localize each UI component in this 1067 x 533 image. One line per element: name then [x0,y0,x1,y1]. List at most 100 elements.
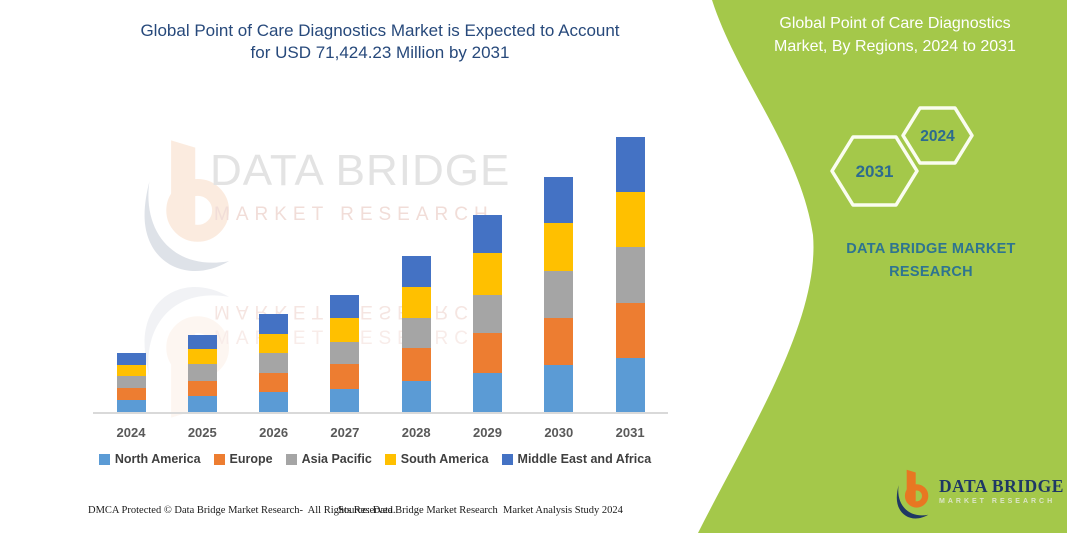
stacked-bar-2027 [330,295,360,412]
hexagon-2031-label: 2031 [856,162,894,181]
bar-segment-south-america [544,223,574,271]
dmca-notice: DMCA Protected © Data Bridge Market Rese… [88,505,396,516]
stacked-bar-2028 [401,256,431,412]
chart-title-line2: for USD 71,424.23 Million by 2031 [250,43,510,62]
bar-segment-south-america [473,253,502,295]
bar-segment-asia-pacific [330,342,360,364]
side-panel-title-line1: Global Point of Care Diagnostics [779,15,1011,32]
watermark-brand-text: DATA BRIDGE [210,146,511,195]
watermark-sub-text: MARKET RESEARCH [214,204,494,225]
bar-segment-middle-east-and-africa [330,295,360,318]
x-axis-label-2026: 2026 [259,425,289,440]
bar-segment-south-america [401,287,431,318]
bar-segment-north-america [187,396,217,412]
bar-segment-middle-east-and-africa [401,256,431,287]
bar-segment-north-america [615,358,645,412]
side-panel-brand: DATA BRIDGE MARKET RESEARCH [771,238,1067,284]
legend-swatch-icon [213,453,225,465]
bar-segment-asia-pacific [544,271,574,318]
bar-segment-middle-east-and-africa [259,314,289,334]
legend-swatch-icon [285,453,297,465]
stacked-bar-2024 [116,353,146,412]
legend-label: North America [114,452,201,466]
bar-segment-north-america [544,365,574,412]
hexagon-badges: 2031 2024 [830,106,974,207]
chart-title-line1: Global Point of Care Diagnostics Market … [140,21,620,40]
hexagon-2031 [830,135,919,207]
bar-segment-europe [187,381,217,396]
bar-segment-asia-pacific [187,364,217,381]
bar-segment-north-america [330,389,360,412]
x-axis-label-2025: 2025 [187,425,217,440]
bar-segment-asia-pacific [259,353,289,373]
bar-segment-europe [330,364,360,389]
bar-segment-south-america [615,192,645,247]
bar-segment-middle-east-and-africa [615,137,645,192]
chart-legend: North America Europe Asia Pacific South Ame… [75,452,675,466]
bar-segment-asia-pacific [473,295,502,333]
bar-segment-middle-east-and-africa [473,215,502,253]
x-axis-label-2028: 2028 [401,425,431,440]
x-axis-label-2024: 2024 [116,425,146,440]
watermark-logo-icon [138,138,238,278]
bar-segment-europe [473,333,502,373]
bar-segment-north-america [116,400,146,412]
legend-label: South America [400,452,489,466]
bar-segment-europe [259,373,289,392]
side-panel-background [698,0,1067,533]
legend-item-europe: Europe [213,452,273,466]
company-logo-icon [895,468,931,522]
legend-item-north-america: North America [98,452,201,466]
company-logo-text: DATA BRIDGE MARKET RESEARCH [939,468,1064,505]
side-panel-brand-line1: DATA BRIDGE MARKET [846,241,1016,257]
side-panel-title-line2: Market, By Regions, 2024 to 2031 [774,37,1016,55]
chart-title: Global Point of Care Diagnostics Market … [40,20,720,64]
stacked-bar-2031 [615,137,645,412]
company-logo-name: DATA BRIDGE [939,476,1064,496]
legend-item-asia-pacific: Asia Pacific [285,452,372,466]
legend-swatch-icon [98,453,110,465]
bar-segment-north-america [401,381,431,412]
stacked-bar-2025 [187,335,217,412]
bar-segment-asia-pacific [615,247,645,303]
legend-item-middle-east-and-africa: Middle East and Africa [501,452,652,466]
x-axis-line [93,412,668,414]
x-axis-label-2030: 2030 [544,425,574,440]
bar-segment-middle-east-and-africa [544,177,574,223]
bar-segment-south-america [330,318,360,342]
bar-segment-europe [401,348,431,381]
bar-segment-north-america [259,392,289,412]
legend-item-south-america: South America [384,452,489,466]
side-panel: Global Point of Care Diagnostics Market,… [690,0,1067,533]
bar-segment-south-america [116,365,146,376]
legend-swatch-icon [384,453,396,465]
bar-segment-europe [544,318,574,365]
side-panel-brand-line2: RESEARCH [889,264,973,280]
bar-segment-north-america [473,373,502,412]
bar-segment-europe [116,388,146,400]
stacked-bar-2026 [259,314,289,412]
hexagon-2024-label: 2024 [920,128,955,145]
hexagon-2024 [901,106,974,165]
bar-segment-south-america [187,349,217,364]
bar-segment-asia-pacific [116,376,146,388]
bar-segment-asia-pacific [401,318,431,348]
bar-segment-middle-east-and-africa [187,335,217,349]
stacked-bar-2029 [473,215,502,412]
legend-label: Asia Pacific [301,452,372,466]
bar-segment-middle-east-and-africa [116,353,146,365]
company-logo: DATA BRIDGE MARKET RESEARCH [895,468,1064,522]
x-axis-label-2031: 2031 [615,425,645,440]
side-panel-title: Global Point of Care Diagnostics Market,… [750,13,1040,58]
legend-label: Europe [229,452,273,466]
legend-swatch-icon [501,453,513,465]
x-axis-label-2029: 2029 [473,425,502,440]
stacked-bar-2030 [544,177,574,412]
source-note: Source: Data Bridge Market Research Mark… [338,505,623,516]
bar-segment-europe [615,303,645,358]
company-logo-subtitle: MARKET RESEARCH [939,498,1056,505]
bar-segment-south-america [259,334,289,353]
legend-label: Middle East and Africa [517,452,652,466]
x-axis-label-2027: 2027 [330,425,360,440]
